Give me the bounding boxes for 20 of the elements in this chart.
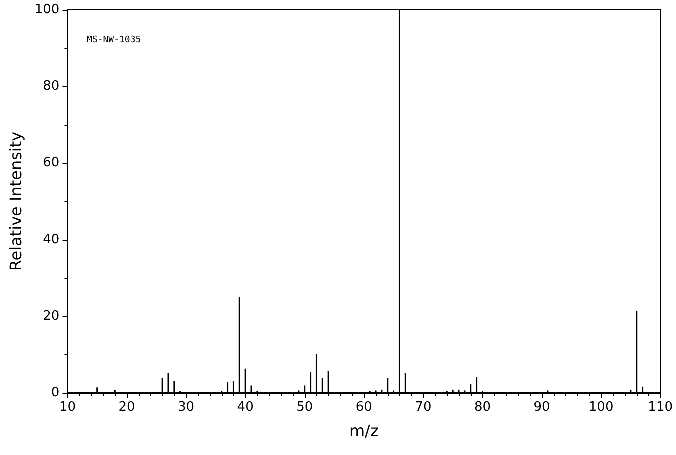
x-tick-label: 40 xyxy=(237,400,254,415)
x-axis-title: m/z xyxy=(349,422,379,440)
x-tick-label: 30 xyxy=(178,400,195,415)
y-tick-label: 60 xyxy=(43,156,60,171)
x-tick-label: 110 xyxy=(648,400,674,415)
y-tick-label: 40 xyxy=(43,232,60,248)
x-tick-label: 20 xyxy=(118,400,136,415)
y-tick-label: 100 xyxy=(34,2,60,18)
annotation: MS-NW-1035 xyxy=(87,36,142,46)
y-axis-title: Relative Intensity xyxy=(6,132,26,272)
x-tick-label: 90 xyxy=(534,400,550,415)
x-tick-label: 80 xyxy=(474,400,492,415)
x-tick-label: 100 xyxy=(588,400,614,415)
x-tick-label: 10 xyxy=(59,400,76,415)
x-tick-label: 70 xyxy=(415,400,432,415)
y-tick-label: 0 xyxy=(51,386,60,400)
y-tick-label: 20 xyxy=(43,308,60,324)
x-tick-label: 60 xyxy=(356,400,372,415)
x-tick-label: 50 xyxy=(296,400,314,415)
y-tick-label: 80 xyxy=(43,79,60,94)
